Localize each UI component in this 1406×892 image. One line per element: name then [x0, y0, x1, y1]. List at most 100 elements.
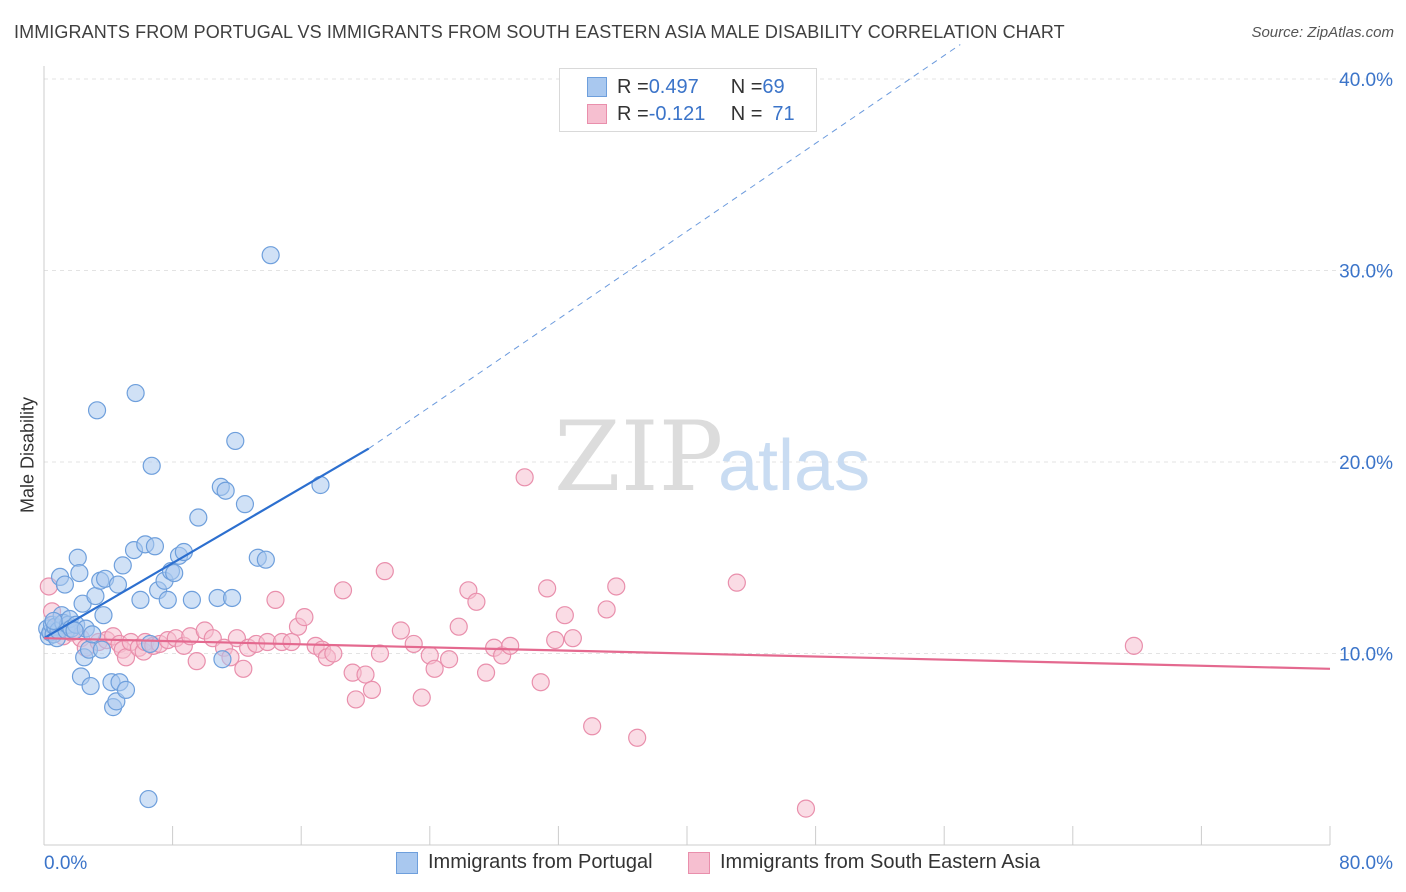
legend-r-value-portugal: 0.497 — [648, 75, 699, 98]
y-tick-label: 30.0% — [1339, 262, 1393, 283]
tick-labels-layer: 10.0% 20.0% 30.0% 40.0% 0.0% 80.0% — [44, 70, 1393, 874]
sea-point — [412, 688, 431, 707]
sea-point — [515, 468, 534, 487]
portugal-point — [87, 401, 107, 420]
portugal-swatch — [396, 851, 418, 874]
sea-point — [187, 652, 206, 671]
sea-point — [538, 579, 557, 598]
legend-n-value-portugal: 69 — [762, 75, 785, 98]
sea-point — [346, 690, 365, 709]
portugal-point — [131, 590, 150, 609]
portugal-point — [189, 508, 208, 527]
grid-layer — [44, 78, 1392, 654]
sea-point — [356, 665, 375, 684]
portugal-point — [44, 611, 63, 631]
portugal-point — [116, 680, 136, 699]
legend-n-value-sea: 71 — [772, 102, 795, 125]
sea-point — [501, 636, 520, 655]
portugal-point — [126, 383, 145, 403]
watermark: ZIP atlas — [554, 401, 870, 513]
portugal-point — [145, 537, 165, 556]
legend-n-label: N = — [730, 75, 763, 98]
portugal-point — [226, 431, 245, 451]
sea-point — [546, 630, 565, 650]
sea-point — [607, 577, 626, 596]
portugal-point — [235, 495, 255, 514]
portugal-point — [140, 634, 160, 654]
portugal-point — [55, 575, 74, 594]
sea-point — [583, 717, 602, 736]
portugal-point — [94, 606, 113, 625]
sea-trend-line — [43, 637, 1331, 670]
sea-point — [796, 799, 816, 818]
y-tick-label: 10.0% — [1339, 645, 1393, 666]
bottom-legend-label: Immigrants from Portugal — [428, 851, 653, 873]
portugal-point — [142, 456, 161, 475]
legend-r-label: R = — [617, 102, 649, 125]
portugal-point — [139, 789, 158, 809]
chart-title: IMMIGRANTS FROM PORTUGAL VS IMMIGRANTS F… — [14, 22, 1065, 42]
sea-point — [555, 606, 574, 625]
sea-point — [234, 659, 253, 678]
sea-point — [295, 608, 314, 627]
portugal-point — [70, 563, 89, 583]
portugal-point — [92, 640, 111, 659]
trend-layer — [43, 44, 1331, 670]
sea-point — [727, 573, 746, 592]
y-tick-label: 20.0% — [1339, 453, 1393, 474]
portugal-point — [165, 563, 184, 583]
sea-point — [333, 581, 353, 600]
legend-r-label: R = — [617, 75, 649, 98]
sea-point — [563, 629, 582, 648]
y-tick-label: 40.0% — [1339, 70, 1393, 91]
watermark-atlas: atlas — [718, 426, 870, 506]
sea-point — [628, 728, 647, 747]
portugal-point — [113, 556, 132, 575]
portugal-point — [222, 588, 242, 608]
sea-point — [1124, 636, 1143, 655]
y-axis-label: Male Disability — [17, 396, 38, 514]
sea-point — [597, 600, 616, 619]
sea-point — [404, 634, 423, 654]
bottom-legend-sea: Immigrants from South Eastern Asia — [688, 851, 1040, 874]
sea-point — [362, 680, 382, 699]
portugal-point — [261, 246, 280, 265]
bottom-legend-portugal: Immigrants from Portugal — [396, 851, 653, 874]
sea-point — [425, 659, 444, 678]
portugal-point — [182, 590, 201, 609]
x-tick-label: 0.0% — [44, 853, 87, 874]
sea-point — [266, 590, 285, 609]
sea-point — [375, 562, 394, 581]
portugal-trend-extension — [368, 44, 961, 450]
watermark-zip: ZIP — [554, 401, 723, 513]
portugal-points-layer — [38, 246, 330, 809]
portugal-point — [108, 575, 128, 594]
sea-point — [449, 617, 468, 636]
legend-row-portugal: R = 0.497 N = 69 — [560, 74, 785, 100]
axes-layer — [43, 66, 1331, 846]
sea-swatch — [587, 104, 607, 124]
sea-point — [467, 592, 486, 611]
sea-point — [391, 621, 410, 640]
portugal-point — [158, 590, 177, 609]
portugal-point — [213, 650, 232, 669]
portugal-point — [81, 676, 100, 696]
portugal-point — [86, 586, 105, 606]
sea-point — [370, 644, 390, 663]
sea-point — [531, 673, 550, 692]
sea-point — [439, 650, 459, 669]
stats-legend: R = 0.497 N = 69 R = -0.121 N = 71 — [559, 68, 817, 132]
legend-row-sea: R = -0.121 N = 71 — [560, 101, 795, 127]
portugal-point — [68, 548, 87, 567]
portugal-point — [256, 550, 275, 569]
sea-swatch — [688, 851, 710, 874]
portugal-trend-line — [43, 447, 370, 640]
legend-n-label: N = — [730, 102, 763, 125]
x-tick-label: 80.0% — [1339, 853, 1393, 874]
legend-r-value-sea: -0.121 — [648, 102, 706, 125]
chart-source: Source: ZipAtlas.com — [1251, 24, 1394, 41]
portugal-point — [216, 481, 235, 500]
sea-point — [476, 663, 496, 682]
sea-point — [324, 644, 343, 663]
